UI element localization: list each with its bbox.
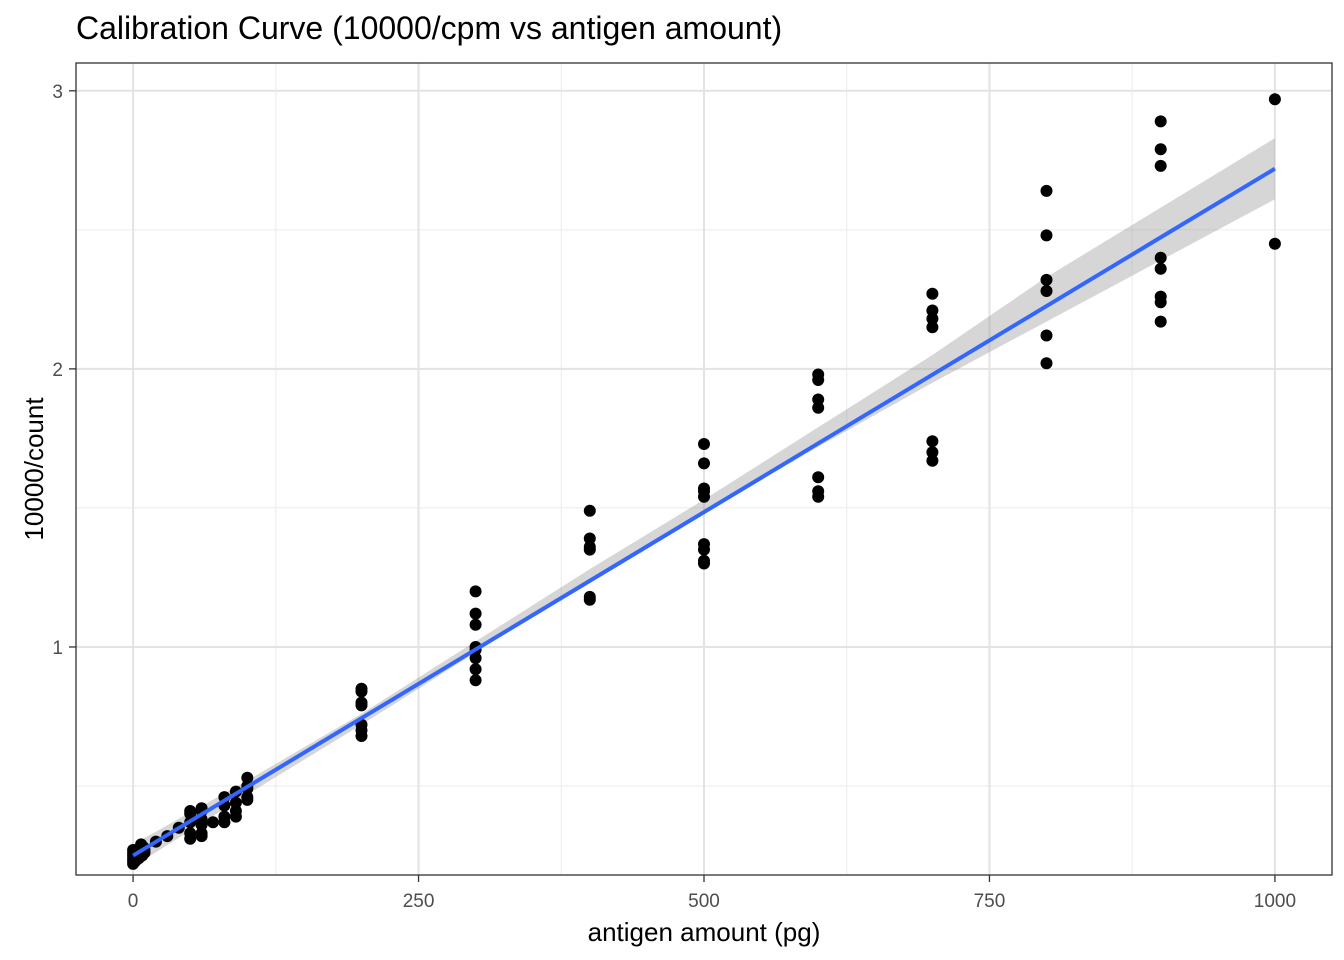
- data-point: [469, 585, 482, 598]
- data-point: [229, 796, 242, 809]
- data-point: [698, 482, 710, 495]
- data-point: [1154, 290, 1167, 303]
- data-point: [195, 827, 208, 840]
- data-point: [218, 810, 231, 823]
- data-point: [812, 393, 825, 406]
- x-axis-title: antigen amount (pg): [588, 917, 821, 947]
- data-point: [583, 504, 596, 517]
- data-point: [698, 554, 710, 567]
- data-point: [469, 607, 482, 620]
- data-point: [926, 454, 939, 467]
- data-points: [127, 93, 1281, 870]
- x-tick-label: 500: [688, 891, 720, 912]
- x-tick-label: 1000: [1254, 891, 1296, 912]
- regression-line: [132, 166, 1276, 858]
- data-point: [469, 663, 482, 676]
- data-point: [812, 368, 825, 381]
- y-tick-label: 3: [52, 82, 63, 103]
- y-tick-label: 2: [52, 360, 63, 381]
- data-point: [229, 805, 242, 817]
- y-axis: 1 2 3: [52, 82, 76, 659]
- data-point: [184, 827, 197, 840]
- data-point: [1040, 273, 1053, 286]
- data-point: [469, 674, 482, 687]
- data-point: [926, 304, 939, 317]
- data-point: [1154, 262, 1167, 275]
- data-point: [207, 816, 219, 829]
- data-point: [812, 401, 825, 414]
- grid-major: [76, 63, 1332, 875]
- data-point: [1040, 229, 1053, 242]
- x-axis: 0 250 500 750 1000: [128, 875, 1296, 912]
- y-tick-label: 1: [52, 638, 63, 659]
- data-point: [926, 287, 939, 300]
- data-point: [241, 791, 254, 804]
- data-point: [1154, 251, 1167, 264]
- data-point: [812, 485, 825, 498]
- data-point: [1040, 329, 1053, 342]
- data-point: [1268, 93, 1281, 106]
- data-point: [241, 771, 254, 784]
- data-point: [698, 438, 710, 450]
- x-tick-label: 250: [403, 891, 435, 912]
- data-point: [926, 321, 939, 334]
- data-point: [1154, 159, 1167, 172]
- chart-title: Calibration Curve (10000/cpm vs antigen …: [76, 10, 783, 46]
- data-point: [926, 435, 939, 448]
- data-point: [184, 805, 197, 817]
- data-point: [583, 590, 596, 603]
- data-point: [1040, 184, 1053, 197]
- data-point: [1040, 357, 1053, 370]
- data-point: [1040, 285, 1053, 297]
- y-axis-title: 10000/count: [19, 397, 49, 541]
- data-point: [698, 457, 710, 470]
- x-tick-label: 0: [128, 891, 139, 912]
- data-point: [583, 540, 596, 553]
- data-point: [1154, 315, 1167, 328]
- data-point: [355, 682, 368, 695]
- data-point: [1154, 143, 1167, 156]
- data-point: [1154, 115, 1167, 128]
- x-tick-label: 750: [974, 891, 1006, 912]
- data-point: [812, 471, 825, 484]
- data-point: [355, 696, 368, 709]
- data-point: [583, 532, 596, 545]
- data-point: [1268, 237, 1281, 250]
- data-point: [698, 538, 710, 551]
- data-point: [469, 618, 482, 631]
- data-point: [926, 446, 939, 459]
- data-point: [926, 312, 939, 325]
- data-point: [469, 652, 482, 665]
